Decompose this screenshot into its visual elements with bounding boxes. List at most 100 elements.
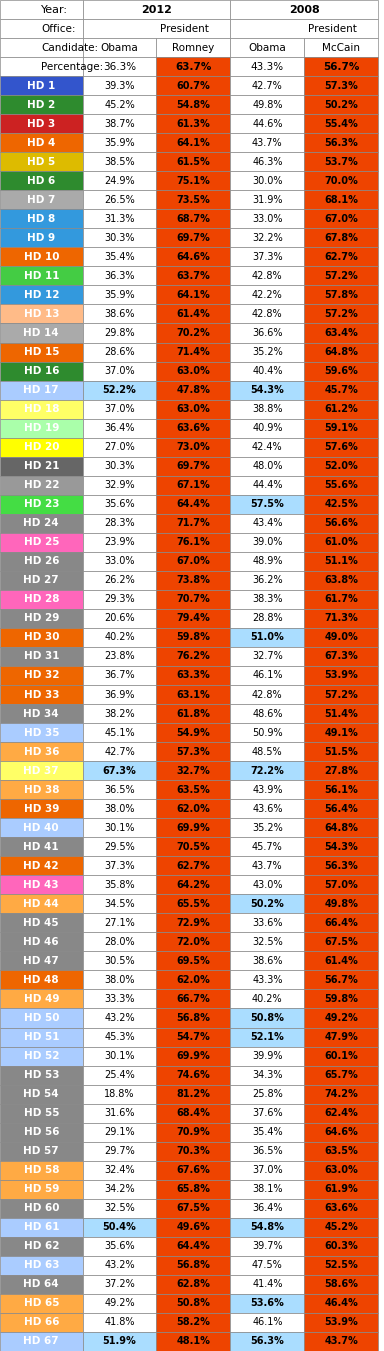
Text: 45.2%: 45.2% xyxy=(324,1223,358,1232)
Bar xyxy=(83,419,157,438)
Text: HD 5: HD 5 xyxy=(27,157,55,166)
Bar xyxy=(157,457,230,476)
Bar xyxy=(230,115,304,134)
Text: 55.4%: 55.4% xyxy=(324,119,358,128)
Bar xyxy=(0,494,83,513)
Bar xyxy=(157,247,230,266)
Bar xyxy=(157,190,230,209)
Bar xyxy=(230,266,304,285)
Bar xyxy=(157,209,230,228)
Bar xyxy=(230,323,304,343)
Bar xyxy=(304,1028,378,1047)
Bar xyxy=(83,1047,157,1066)
Text: HD 65: HD 65 xyxy=(23,1298,59,1308)
Text: 53.9%: 53.9% xyxy=(324,670,358,681)
Bar xyxy=(230,247,304,266)
Text: 60.7%: 60.7% xyxy=(177,81,210,91)
Bar xyxy=(0,0,83,19)
Text: Romney: Romney xyxy=(172,43,215,53)
Text: 57.3%: 57.3% xyxy=(177,747,210,757)
Bar xyxy=(304,494,378,513)
Bar xyxy=(83,742,157,761)
Text: 67.3%: 67.3% xyxy=(324,651,358,662)
Bar xyxy=(0,666,83,685)
Text: 61.5%: 61.5% xyxy=(177,157,210,166)
Bar xyxy=(230,989,304,1008)
Bar xyxy=(83,1332,157,1351)
Bar xyxy=(0,571,83,590)
Text: 42.8%: 42.8% xyxy=(252,309,283,319)
Text: 27.0%: 27.0% xyxy=(104,442,135,453)
Bar xyxy=(157,57,230,76)
Text: 57.0%: 57.0% xyxy=(324,880,358,890)
Text: 42.2%: 42.2% xyxy=(252,290,283,300)
Bar xyxy=(0,780,83,800)
Bar xyxy=(230,419,304,438)
Text: 70.0%: 70.0% xyxy=(324,176,358,186)
Bar xyxy=(230,343,304,362)
Text: 59.6%: 59.6% xyxy=(324,366,358,376)
Bar xyxy=(83,819,157,838)
Bar xyxy=(230,1008,304,1028)
Bar xyxy=(157,723,230,742)
Text: 48.9%: 48.9% xyxy=(252,557,283,566)
Text: HD 61: HD 61 xyxy=(23,1223,59,1232)
Bar xyxy=(83,134,157,153)
Bar xyxy=(304,875,378,894)
Bar xyxy=(304,400,378,419)
Text: 64.4%: 64.4% xyxy=(177,1242,210,1251)
Bar xyxy=(0,819,83,838)
Bar xyxy=(83,1198,157,1217)
Text: 51.4%: 51.4% xyxy=(324,708,358,719)
Text: 20.6%: 20.6% xyxy=(104,613,135,623)
Text: 32.5%: 32.5% xyxy=(252,936,283,947)
Text: HD 19: HD 19 xyxy=(23,423,59,434)
Text: 63.6%: 63.6% xyxy=(324,1204,358,1213)
Bar xyxy=(157,1104,230,1123)
Bar xyxy=(230,1332,304,1351)
Bar xyxy=(83,228,157,247)
Bar xyxy=(304,115,378,134)
Text: 67.8%: 67.8% xyxy=(324,232,358,243)
Text: HD 49: HD 49 xyxy=(23,994,59,1004)
Text: HD 6: HD 6 xyxy=(27,176,55,186)
Bar xyxy=(0,38,83,57)
Text: 27.1%: 27.1% xyxy=(104,917,135,928)
Text: HD 27: HD 27 xyxy=(23,576,59,585)
Bar xyxy=(304,285,378,304)
Text: 61.7%: 61.7% xyxy=(324,594,358,604)
Bar xyxy=(157,1313,230,1332)
Text: 60.1%: 60.1% xyxy=(324,1051,358,1061)
Text: 45.7%: 45.7% xyxy=(324,385,358,394)
Bar xyxy=(157,1085,230,1104)
Text: HD 60: HD 60 xyxy=(23,1204,59,1213)
Bar xyxy=(304,704,378,723)
Bar xyxy=(304,247,378,266)
Text: 50.9%: 50.9% xyxy=(252,728,283,738)
Text: HD 37: HD 37 xyxy=(23,766,59,775)
Bar xyxy=(230,1313,304,1332)
Text: President: President xyxy=(161,23,209,34)
Bar xyxy=(304,57,378,76)
Text: 38.1%: 38.1% xyxy=(252,1185,283,1194)
Text: 56.6%: 56.6% xyxy=(324,519,358,528)
Bar xyxy=(230,190,304,209)
Text: 40.2%: 40.2% xyxy=(252,994,283,1004)
Bar xyxy=(0,513,83,532)
Text: HD 18: HD 18 xyxy=(23,404,59,415)
Text: 35.6%: 35.6% xyxy=(104,500,135,509)
Bar xyxy=(157,494,230,513)
Text: 66.7%: 66.7% xyxy=(177,994,210,1004)
Bar xyxy=(157,685,230,704)
Text: HD 52: HD 52 xyxy=(23,1051,59,1061)
Text: 56.8%: 56.8% xyxy=(177,1013,210,1023)
Bar xyxy=(304,1104,378,1123)
Text: 57.2%: 57.2% xyxy=(324,689,358,700)
Text: 38.2%: 38.2% xyxy=(104,708,135,719)
Bar xyxy=(304,723,378,742)
Text: 62.0%: 62.0% xyxy=(177,975,210,985)
Text: 58.2%: 58.2% xyxy=(177,1317,210,1328)
Text: 35.4%: 35.4% xyxy=(252,1127,283,1138)
Bar xyxy=(157,95,230,115)
Text: 69.7%: 69.7% xyxy=(177,232,210,243)
